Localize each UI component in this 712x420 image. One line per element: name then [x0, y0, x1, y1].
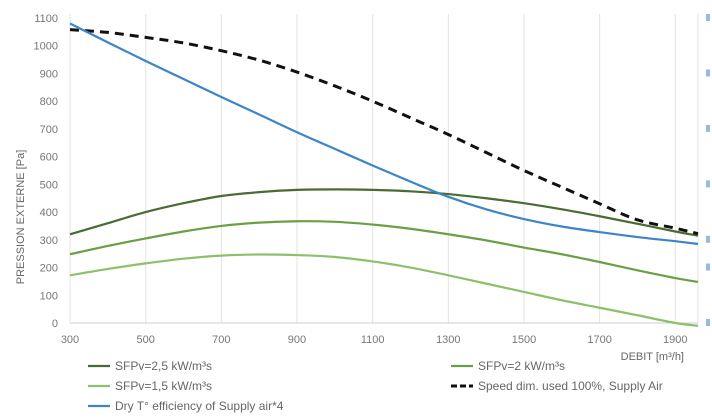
x-tick-label: 1900 [663, 334, 687, 346]
x-tick-label: 700 [212, 334, 230, 346]
legend-label: Speed dim. used 100%, Supply Air [478, 379, 663, 393]
legend-label: SFPv=2,5 kW/m³s [115, 359, 212, 373]
y-axis: 0 100 200 300 400 500 600 700 800 900 1000 1100 [34, 13, 58, 330]
right-axis-markers [706, 14, 710, 326]
right-axis-marker [706, 180, 710, 188]
right-axis-marker [706, 235, 710, 243]
x-tick-label: 1300 [436, 334, 460, 346]
y-tick-label: 1100 [34, 13, 58, 25]
y-tick-label: 100 [40, 290, 58, 302]
x-tick-label: 900 [288, 334, 306, 346]
y-tick-label: 200 [40, 263, 58, 275]
y-tick-label: 600 [40, 152, 58, 164]
y-tick-label: 300 [40, 235, 58, 247]
right-axis-marker [706, 69, 710, 77]
grid-lines [69, 14, 699, 324]
right-axis-marker [706, 124, 710, 132]
y-tick-label: 900 [40, 68, 58, 80]
y-tick-label: 400 [40, 207, 58, 219]
series-line [69, 188, 699, 237]
y-axis-title: PRESSION EXTERNE [Pa] [15, 150, 27, 284]
right-axis-marker [706, 319, 710, 326]
legend: SFPv=2,5 kW/m³s SFPv=2 kW/m³s SFPv=1,5 kW/… [88, 359, 663, 413]
legend-label: SFPv=1,5 kW/m³s [115, 379, 212, 393]
x-tick-label: 1700 [587, 334, 611, 346]
series-line [69, 253, 699, 327]
y-tick-label: 1000 [34, 41, 58, 53]
y-tick-label: 500 [40, 179, 58, 191]
x-axis: 300 500 700 900 1100 1300 1500 1700 1900 [61, 334, 688, 346]
x-tick-label: 300 [61, 334, 79, 346]
right-axis-marker [706, 14, 710, 21]
y-tick-label: 700 [40, 124, 58, 136]
x-tick-label: 1500 [512, 334, 536, 346]
legend-label: Dry T° efficiency of Supply air*4 [115, 399, 284, 413]
x-tick-label: 1100 [361, 334, 385, 346]
series-line [69, 28, 699, 236]
x-tick-label: 500 [136, 334, 154, 346]
series-line [69, 22, 699, 246]
x-axis-title: DEBIT [m³/h] [621, 351, 684, 363]
legend-label: SFPv=2 kW/m³s [478, 359, 565, 373]
right-axis-marker [706, 263, 710, 271]
y-tick-label: 800 [40, 96, 58, 108]
y-tick-label: 0 [52, 318, 58, 330]
series-line [69, 220, 699, 284]
series-lines [69, 22, 699, 327]
